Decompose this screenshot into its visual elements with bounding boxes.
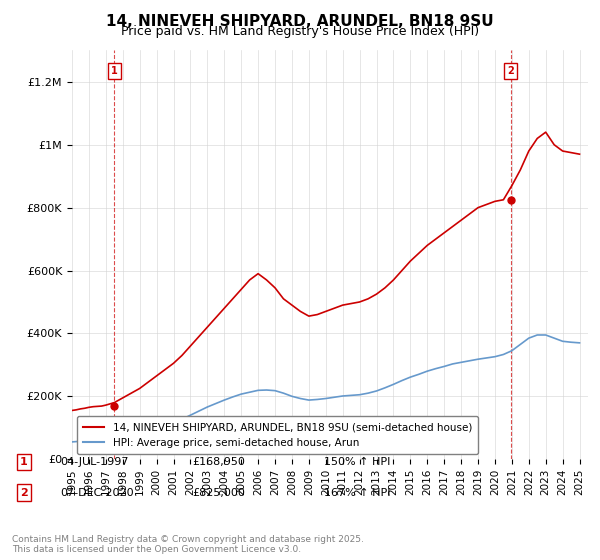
Text: 07-DEC-2020: 07-DEC-2020	[60, 488, 134, 498]
Legend: 14, NINEVEH SHIPYARD, ARUNDEL, BN18 9SU (semi-detached house), HPI: Average pric: 14, NINEVEH SHIPYARD, ARUNDEL, BN18 9SU …	[77, 416, 478, 454]
Text: Contains HM Land Registry data © Crown copyright and database right 2025.
This d: Contains HM Land Registry data © Crown c…	[12, 535, 364, 554]
Text: 2: 2	[20, 488, 28, 498]
Text: 04-JUL-1997: 04-JUL-1997	[60, 457, 128, 467]
Text: £168,950: £168,950	[192, 457, 245, 467]
Text: 2: 2	[507, 66, 514, 76]
Text: 167% ↑ HPI: 167% ↑ HPI	[324, 488, 391, 498]
Text: 1: 1	[111, 66, 118, 76]
Text: 1: 1	[20, 457, 28, 467]
Text: Price paid vs. HM Land Registry's House Price Index (HPI): Price paid vs. HM Land Registry's House …	[121, 25, 479, 38]
Text: 14, NINEVEH SHIPYARD, ARUNDEL, BN18 9SU: 14, NINEVEH SHIPYARD, ARUNDEL, BN18 9SU	[106, 14, 494, 29]
Text: 150% ↑ HPI: 150% ↑ HPI	[324, 457, 391, 467]
Text: £825,000: £825,000	[192, 488, 245, 498]
